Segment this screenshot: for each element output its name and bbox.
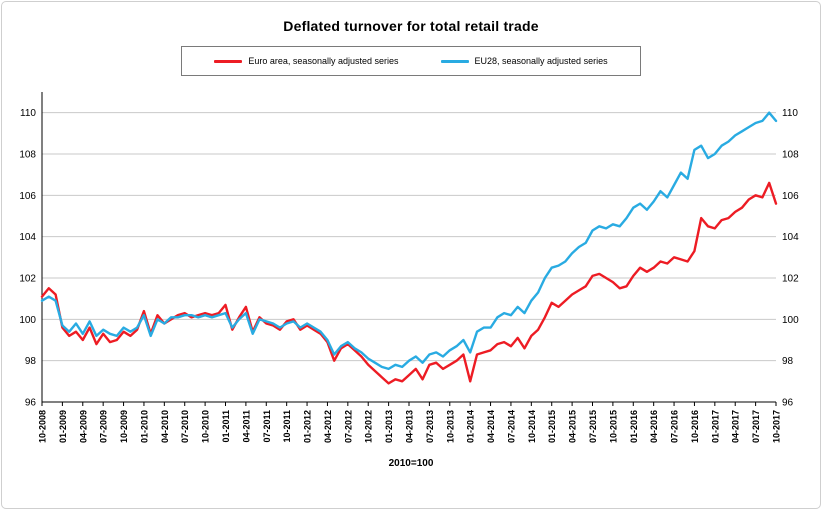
- x-tick-label: 10-2012: [364, 410, 374, 443]
- y-tick-label-right: 106: [782, 191, 799, 202]
- x-tick-label: 01-2015: [547, 410, 557, 443]
- y-tick-label: 104: [19, 232, 36, 243]
- x-tick-label: 10-2014: [527, 410, 537, 443]
- legend-label-euro-area: Euro area, seasonally adjusted series: [248, 56, 399, 66]
- y-axis-labels: 96 96 98 98 100 100 102 102 104 104 106 106 108 108 11…: [19, 108, 799, 408]
- y-tick-label: 102: [19, 274, 36, 285]
- x-tick-label: 04-2015: [568, 410, 578, 443]
- x-tick-label: 04-2013: [405, 410, 415, 443]
- x-tick-label: 10-2011: [282, 410, 292, 443]
- legend-item-euro-area: Euro area, seasonally adjusted series: [214, 56, 399, 66]
- y-tick-label: 98: [25, 356, 37, 367]
- x-tick-label: 10-2016: [690, 410, 700, 443]
- x-tick-label: 01-2012: [303, 410, 313, 443]
- y-tick-label-right: 96: [782, 398, 794, 409]
- x-tick-label: 01-2011: [221, 410, 231, 443]
- x-tick-label: 07-2010: [180, 410, 190, 443]
- x-tick-label: 04-2009: [78, 410, 88, 443]
- x-tick-label: 04-2011: [241, 410, 251, 443]
- gridlines: [42, 112, 776, 362]
- y-tick-label: 100: [19, 315, 36, 326]
- x-tick-label: 01-2009: [58, 410, 68, 443]
- x-tick-label: 04-2016: [649, 410, 659, 443]
- y-tick-label: 108: [19, 150, 36, 161]
- y-tick-label: 110: [20, 108, 36, 119]
- y-tick-label-right: 110: [782, 108, 798, 119]
- x-tick-label: 04-2012: [323, 410, 333, 443]
- y-tick-label-right: 108: [782, 150, 799, 161]
- legend-label-eu28: EU28, seasonally adjusted series: [474, 56, 608, 66]
- x-tick-label: 07-2011: [262, 410, 272, 443]
- legend-item-eu28: EU28, seasonally adjusted series: [440, 56, 608, 66]
- x-tick-label: 10-2009: [119, 410, 129, 443]
- x-tick-label: 01-2017: [710, 410, 720, 443]
- series-line-eu28: [40, 111, 778, 371]
- x-tick-label: 10-2008: [38, 410, 48, 443]
- x-tick-label: 07-2015: [588, 410, 598, 443]
- euro-area-line-swatch: [214, 59, 243, 63]
- x-tick-label: 10-2015: [608, 410, 618, 443]
- x-tick-label: 10-2017: [772, 410, 782, 443]
- x-tick-label: 04-2014: [486, 410, 496, 443]
- x-tick-label: 07-2013: [425, 410, 435, 443]
- y-tick-label-right: 98: [782, 356, 794, 367]
- x-tick-label: 01-2010: [139, 410, 149, 443]
- series-line-euro-area: [40, 181, 778, 385]
- legend: Euro area, seasonally adjusted series EU…: [181, 46, 641, 76]
- x-tick-label: 01-2013: [384, 410, 394, 443]
- x-tick-label: 01-2014: [466, 410, 476, 443]
- chart-title: Deflated turnover for total retail trade: [283, 18, 539, 34]
- x-tick-label: 01-2016: [629, 410, 639, 443]
- plot-area: 96 96 98 98 100 100 102 102 104 104 106 106 108 108 11…: [19, 92, 799, 443]
- x-tick-label: 04-2017: [731, 410, 741, 443]
- x-tick-label: 07-2014: [506, 410, 516, 443]
- y-tick-label: 106: [19, 191, 36, 202]
- x-tick-label: 04-2010: [160, 410, 170, 443]
- y-tick-label: 96: [25, 398, 37, 409]
- x-tick-label: 10-2013: [445, 410, 455, 443]
- x-axis-labels: 10-2008 01-2009 04-2009 07-2009 10-2009 01-20…: [38, 402, 782, 443]
- x-tick-label: 07-2009: [99, 410, 109, 443]
- axes: [41, 92, 776, 403]
- axis-footnote: 2010=100: [388, 458, 434, 469]
- eu28-line-swatch: [440, 59, 469, 63]
- x-tick-label: 07-2012: [343, 410, 353, 443]
- x-tick-label: 07-2016: [670, 410, 680, 443]
- y-tick-label-right: 102: [782, 274, 799, 285]
- x-tick-label: 07-2017: [751, 410, 761, 443]
- y-tick-label-right: 104: [782, 232, 799, 243]
- y-tick-label-right: 100: [782, 315, 799, 326]
- x-tick-label: 10-2010: [201, 410, 211, 443]
